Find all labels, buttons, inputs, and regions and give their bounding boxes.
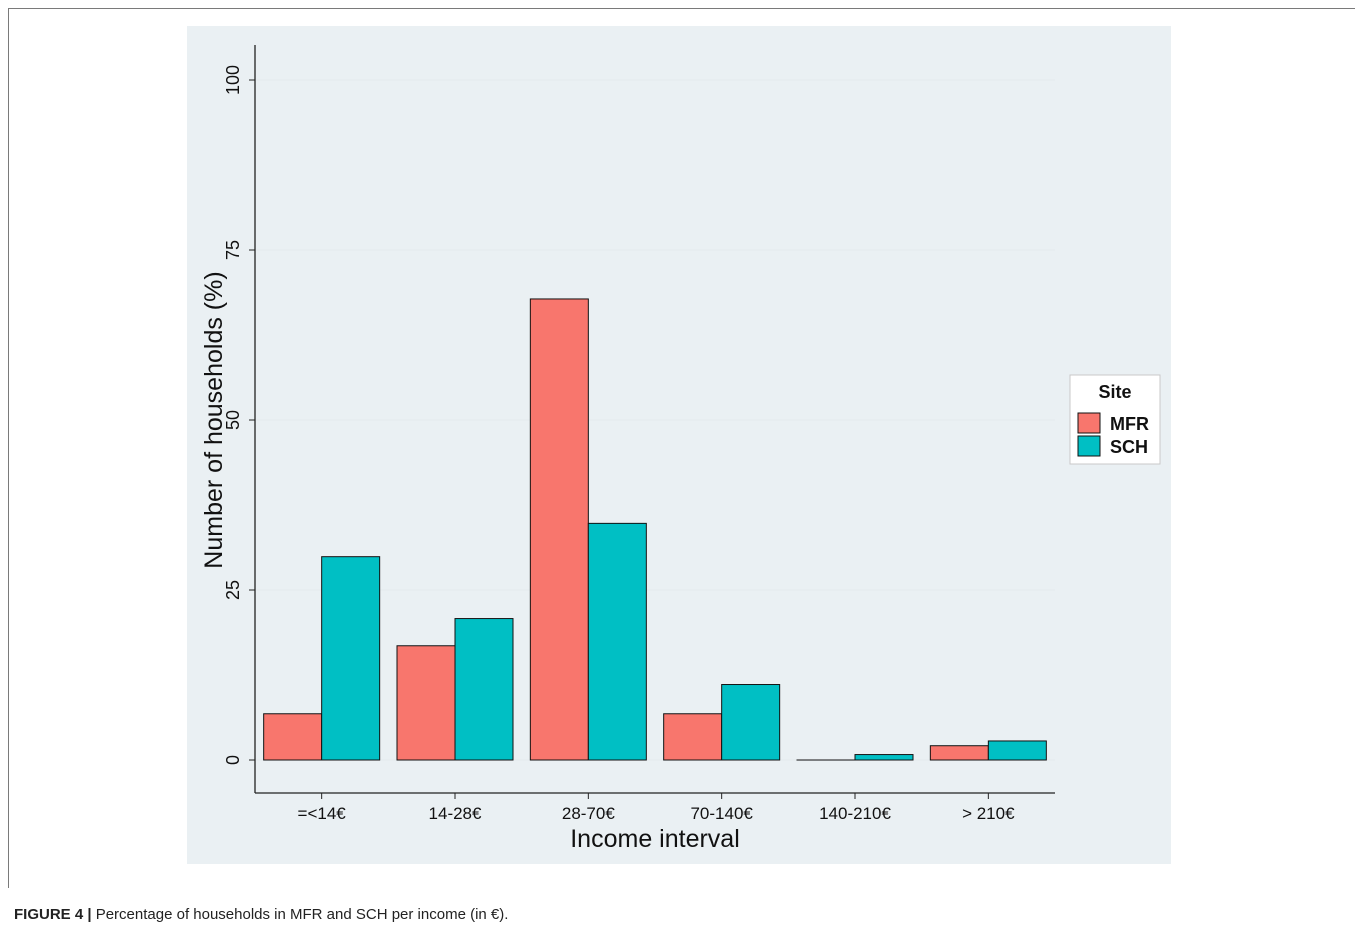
bar-sch-5 (988, 741, 1046, 760)
figure-caption: FIGURE 4 | Percentage of households in M… (14, 906, 508, 923)
y-tick-label: 25 (223, 580, 243, 600)
legend: Site MFR SCH (1070, 375, 1160, 464)
bar-mfr-5 (930, 746, 988, 760)
bar-mfr-1 (397, 646, 455, 760)
x-tick-label: 14-28€ (429, 804, 482, 823)
figure-caption-text: Percentage of households in MFR and SCH … (92, 906, 509, 923)
x-tick-label: =<14€ (298, 804, 347, 823)
bar-sch-3 (722, 685, 780, 760)
x-tick-label: 28-70€ (562, 804, 615, 823)
x-tick-label: 70-140€ (690, 804, 753, 823)
y-tick-label: 100 (223, 65, 243, 95)
bar-mfr-2 (530, 299, 588, 760)
x-ticks: =<14€ 14-28€ 28-70€ 70-140€ 140-210€ > 210€ (298, 793, 1016, 823)
bar-sch-1 (455, 619, 513, 760)
bar-mfr-0 (264, 714, 322, 760)
bars (264, 299, 1047, 760)
x-tick-label: > 210€ (962, 804, 1015, 823)
legend-label-mfr: MFR (1110, 414, 1149, 434)
legend-swatch-sch (1078, 436, 1100, 456)
x-axis-label: Income interval (570, 825, 740, 853)
legend-title: Site (1098, 382, 1131, 402)
bar-sch-2 (588, 523, 646, 760)
y-tick-label: 0 (223, 755, 243, 765)
bar-mfr-3 (664, 714, 722, 760)
bar-sch-4 (855, 755, 913, 760)
x-tick-label: 140-210€ (819, 804, 891, 823)
legend-label-sch: SCH (1110, 437, 1148, 457)
figure-caption-label: FIGURE 4 | (14, 906, 92, 923)
y-tick-label: 75 (223, 240, 243, 260)
bar-sch-0 (322, 557, 380, 760)
y-axis-label: Number of households (%) (200, 271, 228, 568)
legend-swatch-mfr (1078, 413, 1100, 433)
